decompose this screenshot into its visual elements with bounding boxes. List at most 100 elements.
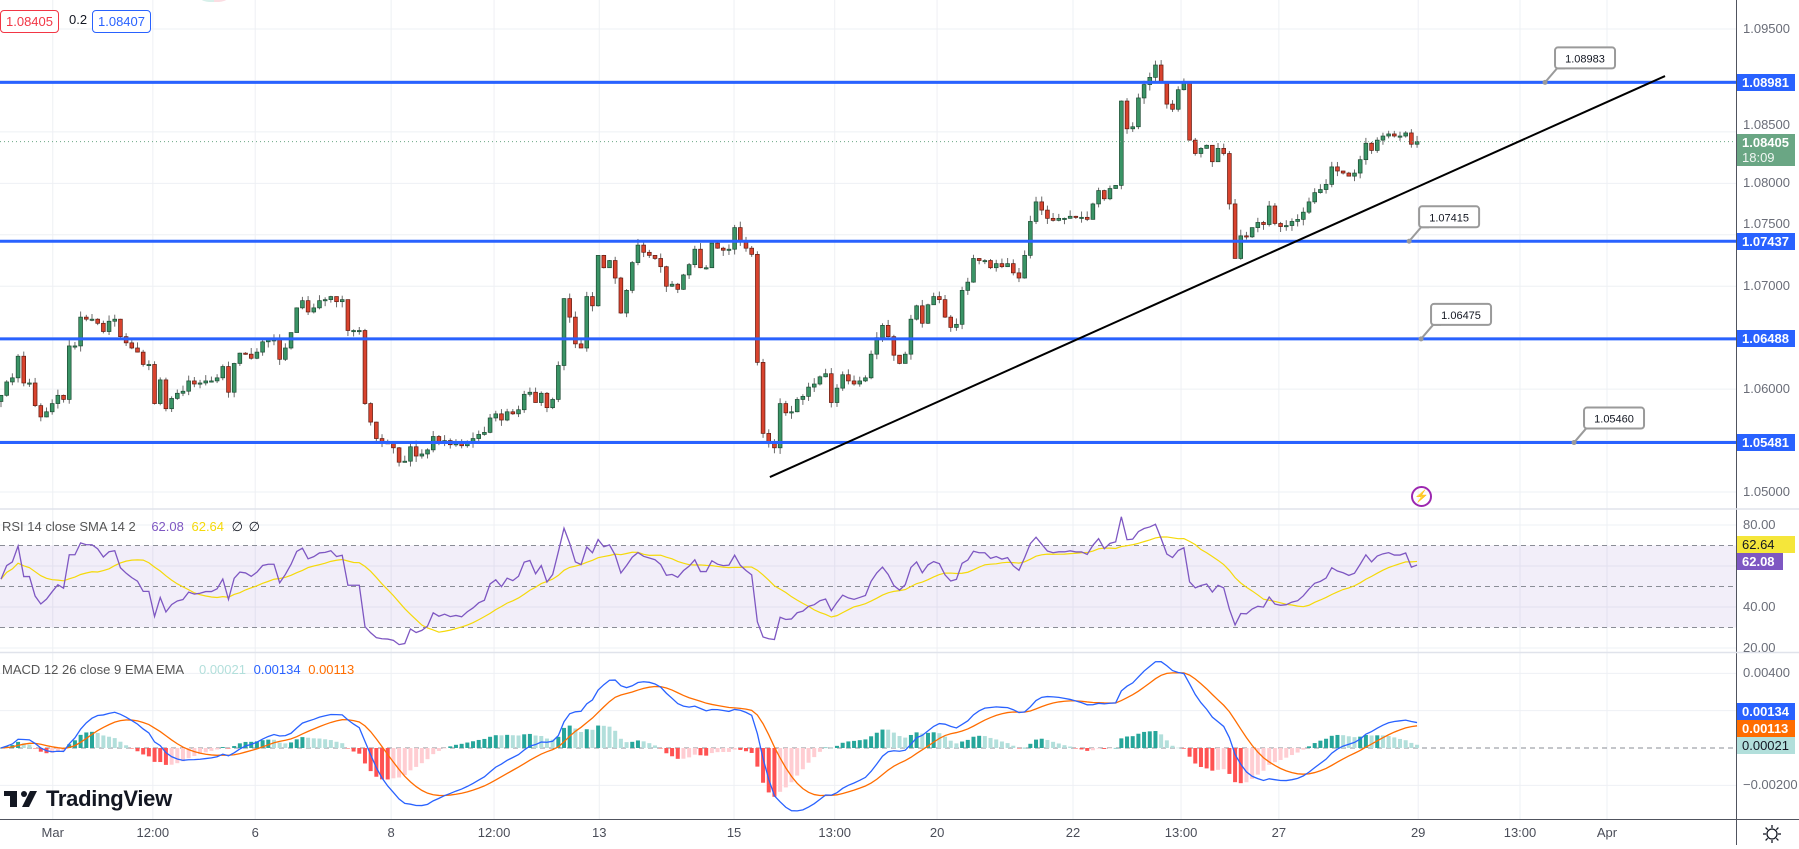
macd-histogram-bar [948, 740, 953, 748]
candle-up [1130, 126, 1135, 130]
candle-down [192, 380, 197, 385]
tradingview-logo[interactable]: TradingView [4, 786, 172, 812]
candle-up [214, 377, 220, 382]
candle-up [902, 353, 908, 364]
candle-up [1238, 235, 1244, 259]
candle-up [476, 434, 481, 439]
macd-histogram-bar [129, 748, 134, 749]
candle-up [686, 264, 692, 276]
time-axis-label: 13:00 [818, 825, 851, 840]
macd-histogram-bar [630, 741, 635, 748]
macd-histogram-bar [510, 735, 515, 748]
macd-histogram-bar [1284, 748, 1289, 758]
chart-settings-icon[interactable] [1762, 824, 1782, 849]
bid-price-box[interactable]: 1.08405 [0, 10, 59, 33]
candle-up [1414, 141, 1420, 145]
candle-up [1141, 84, 1147, 99]
price-pane[interactable]: 1.08983 1.07415 1.06475 1.05460 [0, 46, 1736, 478]
macd-legend[interactable]: MACD 12 26 close 9 EMA EMA 0.00021 0.001… [2, 662, 354, 677]
candle-up [584, 296, 590, 349]
macd-histogram-bar [1176, 747, 1181, 749]
macd-histogram-bar [226, 748, 231, 749]
macd-histogram-bar [362, 748, 367, 764]
macd-pane[interactable] [0, 661, 1736, 812]
candle-up [1067, 215, 1073, 219]
macd-histogram-bar [402, 748, 407, 776]
macd-histogram-bar [306, 737, 311, 748]
macd-histogram-bar [800, 748, 805, 770]
macd-histogram-bar [778, 748, 783, 792]
candle-up [1096, 190, 1101, 205]
macd-histogram-bar [579, 731, 584, 748]
candle-up [112, 318, 117, 322]
candle-up [635, 244, 641, 263]
top-toolbar-partial-icon[interactable] [195, 0, 233, 2]
candle-up [203, 380, 208, 384]
macd-histogram-bar [965, 739, 970, 748]
candle-down [1193, 139, 1198, 154]
candle-up [78, 316, 83, 347]
candle-up [817, 376, 823, 385]
macd-histogram-bar [1193, 748, 1198, 764]
candle-up [146, 364, 152, 367]
time-axis-label: 27 [1271, 825, 1287, 840]
macd-histogram-bar [374, 748, 379, 777]
macd-histogram-bar [988, 737, 993, 748]
time-axis-label: Mar [41, 825, 64, 840]
macd-histogram-bar [931, 732, 936, 748]
macd-histogram-bar [738, 748, 743, 750]
macd-histogram-bar [1341, 735, 1346, 748]
candle-up [703, 267, 709, 270]
macd-histogram-bar [675, 748, 680, 759]
candle-down [1187, 81, 1192, 141]
macd-histogram-bar [1028, 743, 1033, 748]
macd-histogram-bar [823, 747, 828, 749]
lightning-event-icon[interactable]: ⚡ [1411, 486, 1432, 507]
candle-down [152, 364, 157, 404]
macd-histogram-bar [1107, 748, 1112, 749]
rsi-legend[interactable]: RSI 14 close SMA 14 2 62.08 62.64 ∅ ∅ [2, 519, 260, 535]
price-axis-label: 1.05000 [1743, 484, 1790, 500]
callout-box [1418, 205, 1481, 229]
macd-histogram-bar [448, 746, 453, 748]
macd-histogram-bar [1022, 747, 1027, 749]
candle-down [1232, 203, 1238, 259]
candle-up [1079, 216, 1084, 219]
candle-down [396, 447, 402, 463]
candle-up [1380, 135, 1386, 141]
rsi-pane[interactable] [0, 516, 1736, 646]
candle-up [1318, 189, 1323, 193]
candle-up [1386, 133, 1391, 137]
candle-up [954, 323, 959, 328]
macd-histogram-bar [732, 748, 737, 750]
macd-histogram-bar [1375, 735, 1380, 748]
candle-down [641, 244, 646, 253]
macd-histogram-bar [254, 741, 259, 748]
ask-price-box[interactable]: 1.08407 [92, 10, 151, 33]
macd-histogram-bar [505, 734, 510, 748]
macd-histogram-bar [27, 744, 32, 748]
macd-histogram-bar [385, 748, 390, 780]
macd-histogram-bar [829, 747, 834, 749]
candle-up [959, 290, 965, 325]
macd-histogram-bar [95, 732, 100, 748]
macd-histogram-bar [601, 725, 606, 748]
macd-histogram-bar [277, 742, 282, 748]
candle-down [1073, 215, 1079, 218]
macd-histogram-bar [1369, 735, 1374, 748]
candle-down [948, 316, 953, 328]
macd-histogram-bar [1011, 745, 1016, 748]
macd-histogram-bar [772, 748, 777, 797]
macd-histogram-bar [1062, 745, 1067, 748]
macd-histogram-bar [482, 738, 487, 748]
candle-down [573, 316, 578, 345]
candle-up [220, 366, 226, 379]
macd-histogram-bar [1142, 731, 1147, 748]
macd-histogram-bar [397, 748, 402, 778]
candle-up [237, 352, 243, 364]
time-axis-label: 12:00 [477, 825, 511, 840]
candle-down [32, 382, 38, 406]
rsi-axis-label: 40.00 [1743, 599, 1776, 614]
candle-down [368, 403, 373, 423]
